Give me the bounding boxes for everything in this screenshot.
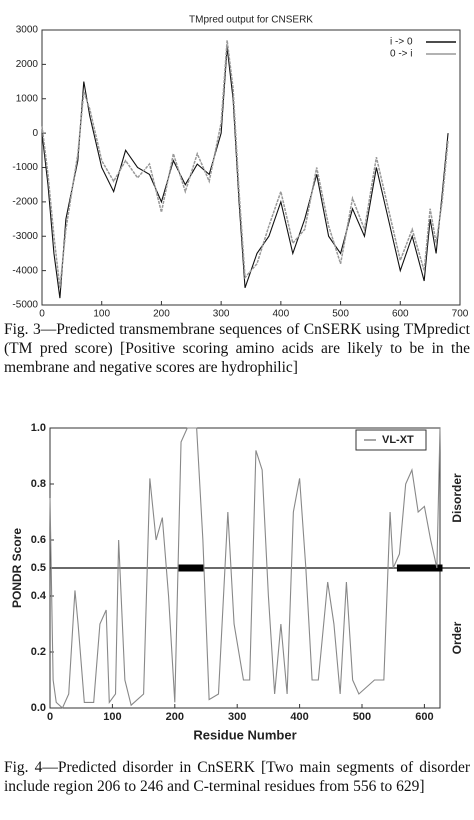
series-line xyxy=(49,427,441,709)
y-tick-label: -3000 xyxy=(12,231,38,242)
chart-title: TMpred output for CNSERK xyxy=(189,15,313,26)
y-tick-label: 0.0 xyxy=(31,702,46,714)
x-tick-label: 100 xyxy=(103,711,121,723)
y-tick-label: -2000 xyxy=(12,197,38,208)
legend-label: i -> 0 xyxy=(390,37,413,48)
x-tick-label: 600 xyxy=(392,309,409,320)
series-line xyxy=(41,47,449,299)
series-line xyxy=(41,40,449,288)
x-tick-label: 400 xyxy=(290,711,308,723)
disorder-region xyxy=(396,564,443,572)
y-tick-label: 0.6 xyxy=(31,534,46,546)
y-tick-label: 0 xyxy=(32,128,38,139)
y-tick-label: -4000 xyxy=(12,265,38,276)
x-tick-label: 200 xyxy=(166,711,184,723)
legend-box xyxy=(355,429,427,451)
plot-frame xyxy=(41,29,461,306)
y-tick-label: -5000 xyxy=(12,300,38,311)
x-tick-label: 0 xyxy=(47,711,53,723)
x-tick-label: 100 xyxy=(93,309,110,320)
y-axis-label: PONDR Score xyxy=(10,528,24,608)
x-tick-label: 300 xyxy=(228,711,246,723)
x-axis-label: Residue Number xyxy=(193,727,296,742)
y-tick-label: 1000 xyxy=(16,93,39,104)
x-tick-label: 300 xyxy=(213,309,230,320)
x-tick-label: 0 xyxy=(39,309,45,320)
x-tick-label: 600 xyxy=(415,711,433,723)
y-tick-label: 0.5 xyxy=(31,562,46,574)
y-tick-label: 0.2 xyxy=(31,646,46,658)
y-tick-label: 0.8 xyxy=(31,478,46,490)
x-tick-label: 200 xyxy=(153,309,170,320)
y-tick-label: -1000 xyxy=(12,162,38,173)
x-tick-label: 500 xyxy=(353,711,371,723)
disorder-region xyxy=(178,564,204,572)
x-tick-label: 500 xyxy=(332,309,349,320)
y-tick-label: 0.4 xyxy=(31,590,47,602)
legend-label: 0 -> i xyxy=(390,49,413,60)
x-tick-label: 400 xyxy=(273,309,290,320)
annotation: Disorder xyxy=(450,473,464,523)
caption: Fig. 4—Predicted disorder in CnSERK [Two… xyxy=(4,759,470,795)
y-tick-label: 1.0 xyxy=(31,422,46,434)
x-tick-label: 700 xyxy=(452,309,469,320)
y-tick-label: 2000 xyxy=(16,59,39,70)
y-tick-label: 3000 xyxy=(16,25,39,36)
legend-label: VL-XT xyxy=(382,434,414,446)
caption: Fig. 3—Predicted transmembrane sequences… xyxy=(4,321,470,376)
annotation: Order xyxy=(450,621,464,654)
